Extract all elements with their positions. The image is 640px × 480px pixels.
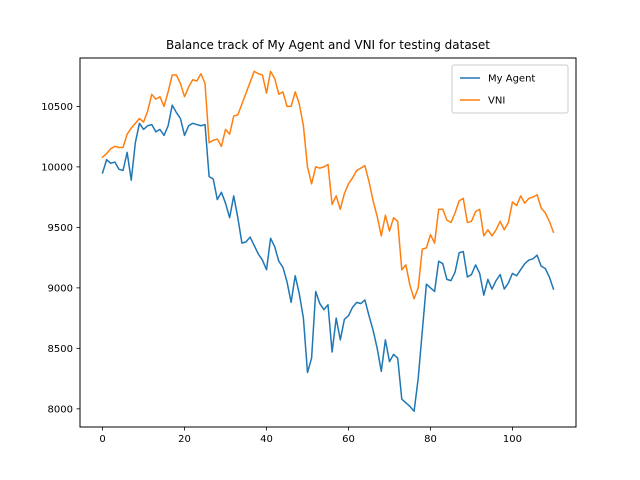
y-tick-label: 10500 [41, 102, 73, 113]
legend-frame [451, 64, 569, 114]
legend-label-0: My Agent [488, 74, 535, 85]
x-tick-label: 0 [99, 434, 105, 445]
legend-label-1: VNI [488, 96, 505, 107]
legend: My Agent VNI [451, 64, 569, 114]
y-tick-label: 9500 [48, 223, 73, 234]
chart-title: Balance track of My Agent and VNI for te… [166, 38, 490, 52]
y-tick-label: 8500 [48, 344, 73, 355]
x-tick-label: 80 [424, 434, 437, 445]
x-tick-label: 40 [260, 434, 273, 445]
series-layer [101, 70, 555, 413]
x-tick-label: 20 [178, 434, 191, 445]
x-axis: 0 20 40 60 80 100 [99, 427, 522, 445]
plot-frame [79, 57, 577, 428]
y-tick-label: 9000 [48, 283, 73, 294]
x-tick-label: 60 [342, 434, 355, 445]
y-axis: 8000 8500 9000 9500 10000 10500 [41, 102, 80, 415]
y-tick-label: 10000 [41, 162, 73, 173]
y-tick-label: 8000 [48, 404, 73, 415]
series-line-0 [101, 104, 555, 413]
series-line-1 [101, 70, 555, 300]
x-tick-label: 100 [503, 434, 522, 445]
